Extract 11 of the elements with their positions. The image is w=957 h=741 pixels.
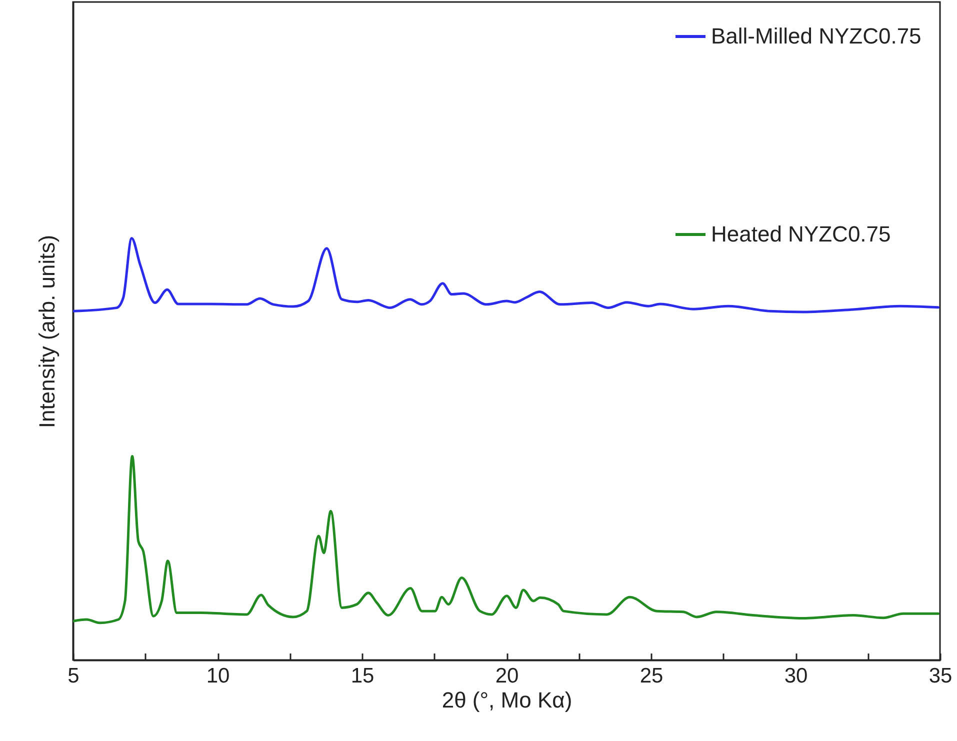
x-tick-label: 10 bbox=[206, 664, 230, 688]
legend-label: Ball-Milled NYZC0.75 bbox=[711, 24, 922, 48]
x-tick-label: 20 bbox=[495, 664, 519, 688]
y-axis-title: Intensity (arb. units) bbox=[34, 234, 60, 428]
x-tick-label: 30 bbox=[784, 664, 808, 688]
x-tick-label: 35 bbox=[928, 664, 952, 688]
x-axis-title: 2θ (°, Mo Kα) bbox=[442, 688, 572, 712]
legend-label: Heated NYZC0.75 bbox=[711, 222, 891, 246]
x-tick-label: 25 bbox=[640, 664, 664, 688]
x-tick-label: 5 bbox=[68, 664, 80, 688]
x-tick-label: 15 bbox=[350, 664, 374, 688]
